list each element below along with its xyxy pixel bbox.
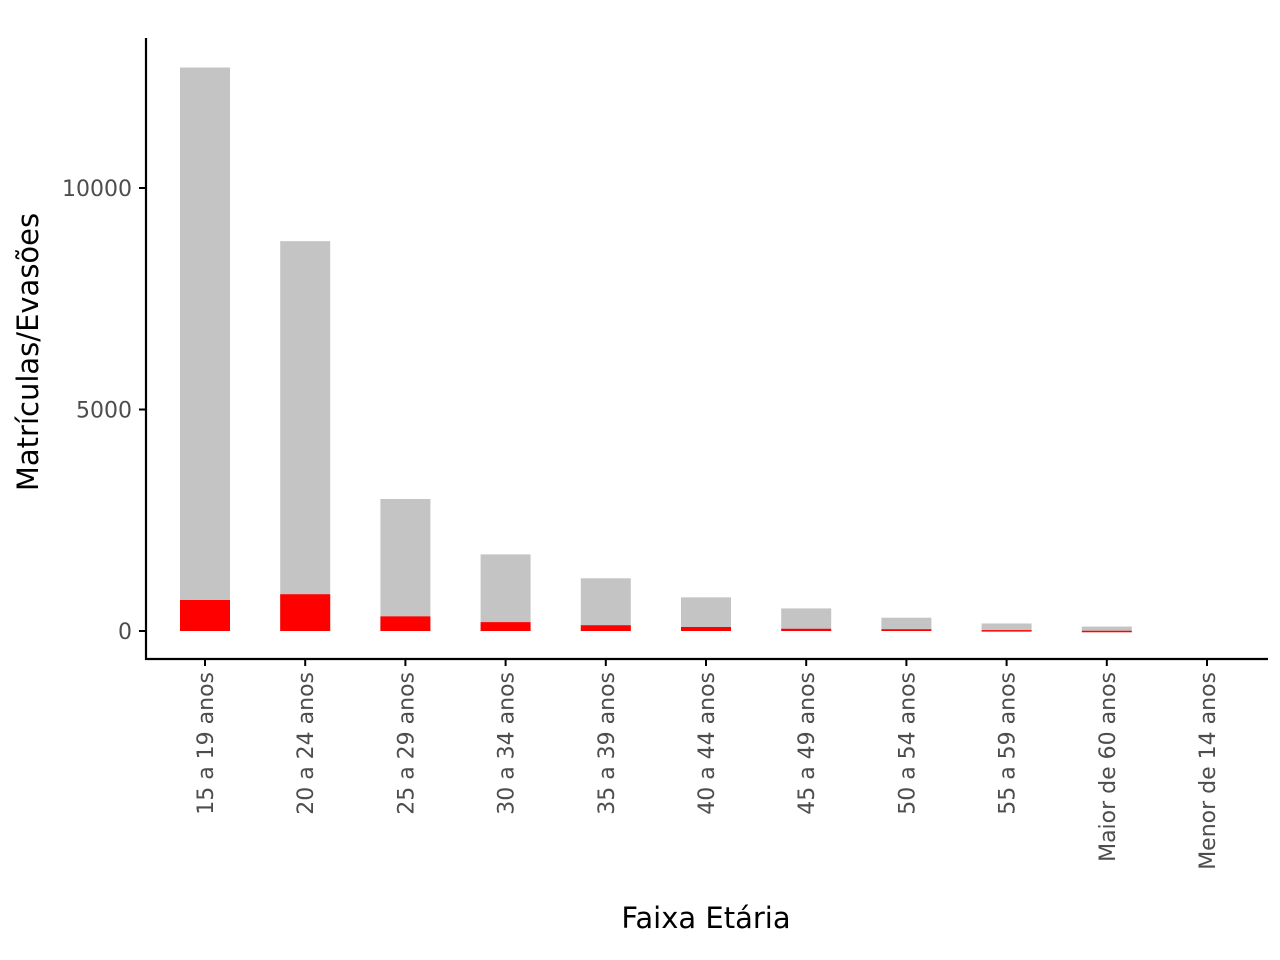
bar-total-0	[180, 67, 230, 631]
y-axis-ticks: 0 5000 10000	[62, 177, 146, 645]
bar-dropout-4	[580, 625, 631, 631]
bar-dropout-3	[480, 622, 531, 631]
y-tick-label: 10000	[62, 177, 132, 202]
bar-dropout-2	[380, 616, 431, 631]
x-tick-label: 25 a 29 anos	[394, 672, 419, 815]
bar-total-3	[480, 554, 531, 631]
x-tick-label: 40 a 44 anos	[695, 672, 720, 815]
y-tick-label: 5000	[76, 399, 132, 424]
bar-total-6	[781, 608, 832, 631]
bar-total-1	[280, 241, 331, 631]
bar-dropout-9	[1081, 630, 1132, 633]
x-axis-ticks: 15 a 19 anos 20 a 24 anos 25 a 29 anos 30 a…	[194, 659, 1221, 870]
x-axis-title: Faixa Etária	[621, 901, 790, 935]
x-tick-label: 55 a 59 anos	[996, 672, 1021, 815]
x-tick-label: Menor de 14 anos	[1196, 672, 1221, 870]
x-tick-label: 45 a 49 anos	[795, 672, 820, 815]
x-tick-label: 20 a 24 anos	[294, 672, 319, 815]
x-tick-label: 35 a 39 anos	[595, 672, 620, 815]
x-tick-label: 30 a 34 anos	[495, 672, 520, 815]
bar-dropout-1	[280, 594, 331, 631]
x-tick-label: 50 a 54 anos	[895, 672, 920, 815]
y-tick-label: 0	[118, 620, 132, 645]
bar-total-2	[380, 498, 431, 631]
bar-dropout-7	[881, 629, 932, 631]
bar-total-5	[681, 597, 731, 631]
bar-total-9	[1081, 626, 1132, 631]
x-tick-label: 15 a 19 anos	[194, 672, 219, 815]
bar-total-7	[881, 617, 932, 631]
bar-dropout-0	[180, 599, 230, 631]
bar-dropout-8	[981, 630, 1032, 632]
bars-layer	[180, 67, 1132, 633]
x-tick-label: Maior de 60 anos	[1096, 672, 1121, 862]
bar-dropout-5	[681, 627, 731, 631]
bar-total-8	[981, 623, 1032, 631]
bar-total-4	[580, 578, 631, 631]
y-axis-title: Matrículas/Evasões	[11, 213, 45, 491]
bar-dropout-6	[781, 628, 832, 631]
